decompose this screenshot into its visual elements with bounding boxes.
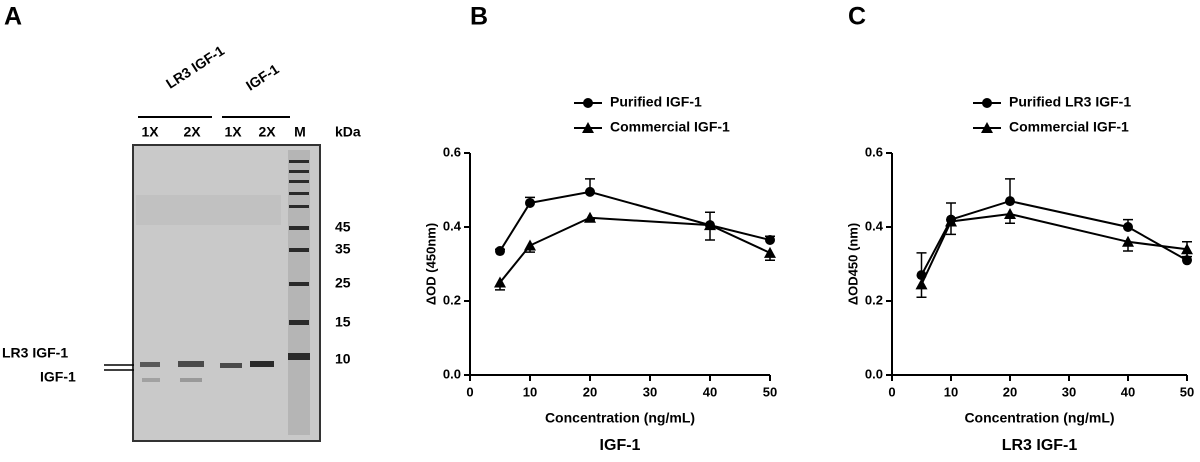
x-tick-label: 20 [1003,384,1017,399]
y-tick-label: 0.4 [443,218,462,233]
y-tick-label: 0.2 [443,292,461,307]
legend-label: Purified LR3 IGF-1 [1009,94,1131,110]
gel [132,144,321,442]
y-axis-label: ΔOD450 (nm) [845,223,860,305]
y-tick-label: 0.4 [865,218,884,233]
y-axis-label: ΔOD (450nm) [423,223,438,305]
y-tick-label: 0.6 [865,144,883,159]
x-axis-label: Concentration (ng/mL) [964,410,1114,426]
legend-marker [982,98,992,108]
x-tick-label: 0 [888,384,895,399]
point [915,278,928,290]
legend-label: Commercial IGF-1 [1009,119,1129,135]
lane-label: 1X [141,124,159,140]
point [585,186,595,197]
marker-label: 10 [335,351,351,367]
series-line [499,216,771,284]
legend-marker [582,122,594,133]
y-tick-label: 0.0 [865,366,883,381]
y-tick-label: 0.2 [865,292,883,307]
x-tick-label: 40 [1121,384,1135,399]
series-line [920,213,1188,285]
x-tick-label: 10 [944,384,958,399]
x-tick-label: 20 [583,384,597,399]
marker-label: 35 [335,241,351,257]
unit-label: kDa [335,124,361,140]
point [1182,255,1192,266]
point [525,197,535,208]
point [494,276,506,288]
series-line [920,200,1188,276]
lane-label: M [294,124,306,140]
panel-letter: A [4,3,22,31]
point [1123,222,1133,232]
panel-letter: B [470,3,488,31]
x-tick-label: 0 [466,384,473,399]
band-label: LR3 IGF-1 [2,345,68,361]
point [495,246,505,257]
x-tick-label: 30 [643,384,657,399]
group-label: IGF-1 [243,61,282,94]
caption: LR3 IGF-1 [1002,437,1078,454]
group-label: LR3 IGF-1 [163,42,227,92]
x-tick-label: 50 [763,384,777,399]
band-label: IGF-1 [40,369,76,385]
lane-label: 2X [258,124,276,140]
caption: IGF-1 [600,437,641,454]
legend-label: Purified IGF-1 [610,94,702,110]
point [764,246,776,258]
y-tick-label: 0.0 [443,366,461,381]
marker-label: 25 [335,275,351,291]
x-axis-label: Concentration (ng/mL) [545,410,695,426]
lane-label: 1X [224,124,242,140]
point [1005,196,1015,207]
x-tick-label: 30 [1062,384,1076,399]
point [1181,243,1193,255]
point [765,234,775,245]
x-tick-label: 10 [523,384,537,399]
legend-marker [583,98,593,108]
x-tick-label: 50 [1180,384,1194,399]
point [1122,235,1134,247]
y-tick-label: 0.6 [443,144,461,159]
point [524,239,536,251]
marker-label: 45 [335,219,351,235]
point [704,219,716,231]
legend-marker [981,122,993,133]
panel-letter: C [848,3,866,31]
marker-label: 15 [335,314,351,330]
point [1004,208,1016,220]
x-tick-label: 40 [703,384,717,399]
lane-label: 2X [183,124,201,140]
point [945,215,957,227]
legend-label: Commercial IGF-1 [610,119,730,135]
point [584,211,596,223]
